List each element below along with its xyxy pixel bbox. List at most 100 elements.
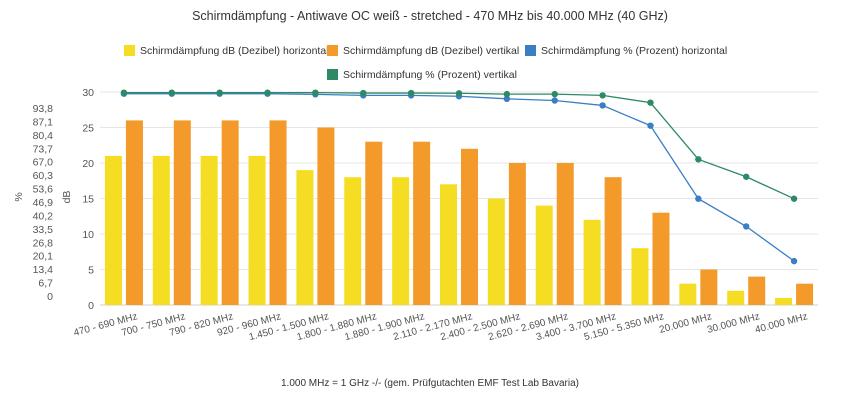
bar-series0-9[interactable] [535, 205, 553, 305]
point-series0-8[interactable] [503, 95, 511, 103]
bar-series0-6[interactable] [392, 177, 410, 305]
bar-series1-0[interactable] [125, 120, 143, 306]
y-right-tick: 26,8 [33, 237, 54, 249]
point-series1-7[interactable] [455, 90, 463, 97]
x-tick-label: 30.000 MHz [706, 311, 761, 336]
bar-series1-2[interactable] [221, 120, 239, 306]
y-right-tick: 6,7 [38, 278, 53, 290]
lines [120, 89, 798, 265]
point-series1-5[interactable] [360, 89, 367, 97]
bar-series0-4[interactable] [296, 170, 314, 305]
y-right-tick: 13,4 [33, 264, 54, 276]
point-series0-14[interactable] [790, 257, 798, 265]
y-right-tick: 60,3 [33, 170, 54, 182]
point-series1-12[interactable] [695, 156, 702, 163]
legend: Schirmdämpfung dB (Dezibel) horizontal S… [124, 45, 727, 81]
bar-series1-9[interactable] [556, 163, 574, 305]
bar-series0-14[interactable] [775, 297, 793, 305]
bar-series1-14[interactable] [796, 283, 814, 305]
point-series1-0[interactable] [120, 89, 128, 96]
point-series0-10[interactable] [599, 102, 606, 109]
legend-item-3[interactable]: Schirmdämpfung % (Prozent) vertikal [327, 69, 517, 81]
legend-label-0: Schirmdämpfung dB (Dezibel) horizontal [140, 45, 329, 57]
point-series1-14[interactable] [790, 195, 798, 202]
bar-series0-11[interactable] [631, 248, 649, 305]
point-series1-13[interactable] [743, 173, 750, 180]
chart-title: Schirmdämpfung - Antiwave OC weiß - stre… [192, 9, 668, 23]
point-series0-9[interactable] [551, 97, 558, 104]
legend-item-2[interactable]: Schirmdämpfung % (Prozent) horizontal [525, 45, 727, 57]
y-left-tick: 25 [82, 123, 94, 135]
bar-series0-5[interactable] [344, 177, 362, 305]
bar-series0-8[interactable] [487, 198, 505, 306]
point-series1-1[interactable] [168, 89, 175, 96]
point-series1-4[interactable] [312, 89, 319, 96]
point-series0-12[interactable] [695, 195, 702, 202]
y-left-axis-title: dB [61, 191, 73, 204]
bar-series0-13[interactable] [727, 290, 745, 305]
bar-series0-3[interactable] [248, 155, 266, 305]
y-left-tick: 5 [88, 265, 94, 277]
bar-series0-2[interactable] [200, 155, 218, 305]
bar-series0-12[interactable] [679, 283, 697, 305]
point-series0-13[interactable] [743, 223, 750, 230]
y-left-tick: 0 [88, 300, 94, 312]
bar-series0-0[interactable] [104, 155, 122, 305]
bar-series0-7[interactable] [440, 184, 457, 305]
point-series0-11[interactable] [647, 122, 654, 129]
bar-series1-13[interactable] [748, 276, 766, 305]
legend-swatch-1 [327, 45, 338, 56]
y-left-tick: 10 [82, 229, 94, 241]
y-right-tick: 73,7 [33, 143, 54, 155]
point-series1-3[interactable] [264, 89, 271, 96]
y-left-tick: 20 [82, 158, 94, 170]
bar-series1-6[interactable] [413, 141, 431, 305]
bars [104, 120, 814, 306]
y-left-tick: 30 [82, 87, 94, 99]
bar-series1-10[interactable] [604, 177, 622, 305]
y-right-tick: 67,0 [33, 157, 54, 169]
point-series1-6[interactable] [407, 89, 415, 97]
x-tick-label: 20.000 MHz [658, 311, 713, 336]
y-right-tick: 93,8 [33, 103, 54, 115]
legend-item-0[interactable]: Schirmdämpfung dB (Dezibel) horizontal [124, 45, 329, 57]
y-left-tick-labels: 0 5 10 15 20 25 30 [82, 87, 94, 312]
point-series1-9[interactable] [551, 90, 558, 98]
legend-swatch-0 [124, 45, 135, 56]
bar-series1-11[interactable] [652, 212, 670, 305]
bar-series1-5[interactable] [365, 141, 383, 305]
legend-label-2: Schirmdämpfung % (Prozent) horizontal [541, 45, 727, 57]
y-right-tick: 33,5 [33, 224, 54, 236]
y-right-tick: 80,4 [33, 130, 54, 142]
y-right-tick: 0 [47, 291, 53, 303]
point-series1-11[interactable] [647, 99, 654, 106]
bar-series1-7[interactable] [461, 148, 478, 305]
y-right-tick: 46,9 [33, 197, 54, 209]
x-tick-label: 40.000 MHz [754, 311, 809, 336]
y-right-tick: 40,2 [33, 210, 54, 222]
y-right-tick: 53,6 [33, 184, 54, 196]
bar-series1-8[interactable] [508, 163, 526, 305]
point-series1-10[interactable] [599, 92, 606, 99]
legend-item-1[interactable]: Schirmdämpfung dB (Dezibel) vertikal [327, 45, 519, 57]
footnote: 1.000 MHz = 1 GHz -/- (gem. Prüfgutachte… [281, 378, 579, 389]
bar-series1-12[interactable] [700, 269, 718, 306]
bar-series1-4[interactable] [317, 127, 335, 306]
y-right-tick: 20,1 [33, 251, 54, 263]
legend-swatch-2 [525, 45, 536, 56]
y-right-axis-title: % [13, 192, 25, 201]
bar-series0-1[interactable] [152, 155, 170, 305]
point-series1-8[interactable] [503, 90, 511, 98]
y-right-tick-labels: 06,7 13,420,1 26,833,5 40,246,953,6 60,367,0… [33, 103, 54, 303]
bar-series1-1[interactable] [173, 120, 191, 306]
legend-label-3: Schirmdämpfung % (Prozent) vertikal [343, 69, 517, 81]
bar-series1-3[interactable] [269, 120, 287, 306]
bar-series0-10[interactable] [583, 219, 601, 305]
legend-label-1: Schirmdämpfung dB (Dezibel) vertikal [343, 45, 519, 57]
y-right-tick: 87,1 [33, 116, 54, 128]
point-series1-2[interactable] [216, 89, 223, 96]
legend-swatch-3 [327, 69, 338, 80]
y-left-tick: 15 [82, 194, 94, 206]
